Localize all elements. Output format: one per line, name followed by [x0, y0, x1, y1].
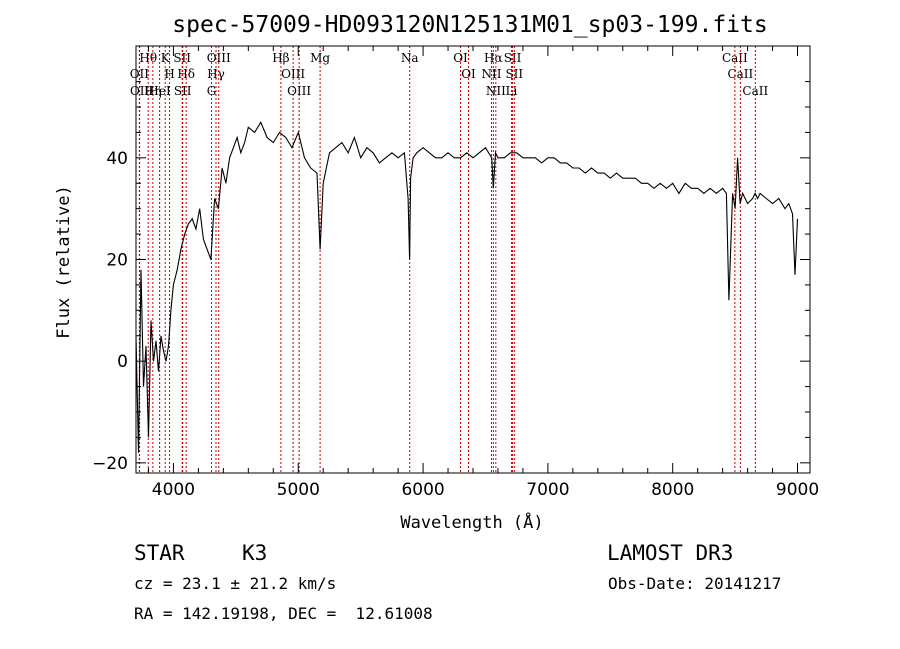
y-tick-label: 0 [117, 352, 128, 372]
emission-line-markers: HθOIIOIIKHHeIHηSIIHδSIIOIIIHγGHβOIIIOIII… [130, 46, 768, 473]
line-marker-label: SII [505, 67, 523, 81]
x-tick-label: 8000 [651, 480, 694, 500]
line-marker-label: Hθ [139, 51, 157, 65]
line-marker-label: CaII [727, 67, 753, 81]
x-tick-label: 6000 [401, 480, 444, 500]
line-marker-label: NII [481, 67, 501, 81]
redshift-info: cz = 23.1 ± 21.2 km/s [134, 574, 336, 593]
line-marker-label: OIII [207, 51, 231, 65]
object-subclass: K3 [242, 541, 267, 565]
line-marker-label: HeI [148, 84, 171, 98]
line-marker-label: OII [130, 84, 150, 98]
line-marker-label: Hα [484, 51, 503, 65]
y-tick-label: 20 [106, 251, 128, 271]
line-marker-label: Hη [144, 84, 162, 98]
line-marker-label: Hδ [177, 67, 195, 81]
line-marker-label: Hγ [207, 67, 225, 81]
line-marker-label: Mg [310, 51, 330, 65]
line-marker-label: OIII [281, 67, 305, 81]
object-class: STAR [134, 541, 185, 565]
line-marker-label: Na [401, 51, 419, 65]
y-axis-label: Flux (relative) [54, 185, 74, 339]
plot-frame [135, 45, 811, 474]
y-tick-label: −20 [92, 454, 128, 474]
x-tick-label: 4000 [152, 480, 195, 500]
x-axis-label: Wavelength (Å) [400, 511, 543, 533]
y-tick-label: 40 [106, 149, 128, 169]
line-marker-label: SII [174, 84, 192, 98]
spectrum-line [135, 121, 799, 453]
line-marker-label: G [207, 84, 217, 98]
coordinates: RA = 142.19198, DEC = 12.61008 [134, 604, 433, 623]
line-marker-label: SII [504, 51, 522, 65]
line-marker-label: NII [486, 84, 506, 98]
line-marker-label: CaII [722, 51, 748, 65]
line-marker-label: Li [506, 84, 518, 98]
line-marker-label: OIII [287, 84, 311, 98]
line-marker-label: H [164, 67, 174, 81]
x-tick-label: 7000 [526, 480, 569, 500]
line-marker-label: OI [461, 67, 476, 81]
chart-title: spec-57009-HD093120N125131M01_sp03-199.f… [172, 12, 767, 38]
observation-date: Obs-Date: 20141217 [608, 574, 781, 593]
x-tick-label: 5000 [277, 480, 320, 500]
survey-name: LAMOST DR3 [607, 541, 733, 565]
line-marker-label: OI [453, 51, 468, 65]
line-marker-label: K [161, 51, 171, 65]
x-tick-label: 9000 [776, 480, 819, 500]
line-marker-label: CaII [742, 84, 768, 98]
axis-ticks: 4000 5000 6000 7000 8000 9000 −20 0 20 40 [92, 46, 819, 500]
line-marker-label: Hβ [272, 51, 289, 65]
